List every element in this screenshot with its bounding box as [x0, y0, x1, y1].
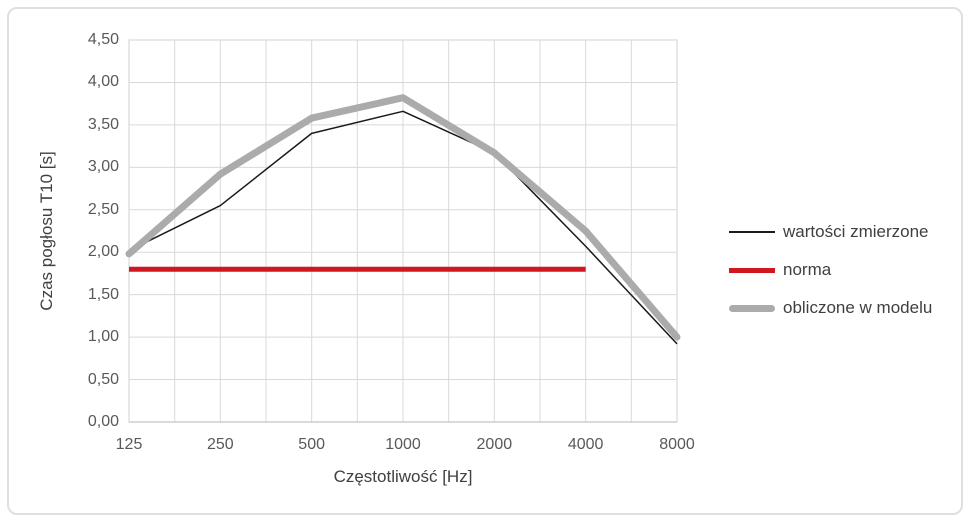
- legend-item-measured: wartości zmierzone: [729, 220, 932, 244]
- chart-frame: Czas pogłosu T10 [s] Częstotliwość [Hz] …: [7, 7, 963, 515]
- norm-line-swatch: [729, 267, 775, 273]
- measured-line-swatch: [729, 231, 775, 233]
- y-tick-label: 4,00: [87, 73, 119, 91]
- y-tick-label: 3,50: [87, 115, 119, 133]
- x-axis-title: Częstotliwość [Hz]: [333, 467, 473, 486]
- plot-area: [125, 39, 681, 423]
- y-tick-label: 4,50: [87, 31, 119, 48]
- y-tick-label: 2,00: [87, 243, 119, 261]
- y-tick-label: 0,00: [87, 413, 119, 430]
- series-line-2: [125, 94, 681, 341]
- x-tick-label: 125: [115, 436, 143, 453]
- y-tick-label: 1,50: [87, 285, 119, 303]
- y-tick-label: 2,50: [87, 200, 119, 218]
- x-tick-label: 4000: [567, 436, 604, 453]
- x-tick-label: 2000: [476, 436, 513, 453]
- series-line-0: [128, 110, 678, 345]
- legend-item-model: obliczone w modelu: [729, 296, 932, 320]
- y-tick-label: 1,00: [87, 328, 119, 346]
- legend-label: obliczone w modelu: [783, 298, 933, 317]
- legend-label: norma: [783, 260, 832, 279]
- legend: wartości zmierzone norma obliczone w mod…: [729, 220, 932, 320]
- legend-label: wartości zmierzone: [783, 222, 929, 241]
- x-tick-label: 8000: [659, 436, 695, 453]
- model-line-swatch: [729, 304, 775, 312]
- y-tick-label: 0,50: [87, 370, 119, 388]
- legend-item-norm: norma: [729, 258, 932, 282]
- y-tick-label: 3,00: [87, 158, 119, 176]
- x-tick-label: 500: [298, 436, 325, 453]
- x-tick-label: 1000: [385, 436, 421, 453]
- x-tick-label: 250: [206, 436, 234, 453]
